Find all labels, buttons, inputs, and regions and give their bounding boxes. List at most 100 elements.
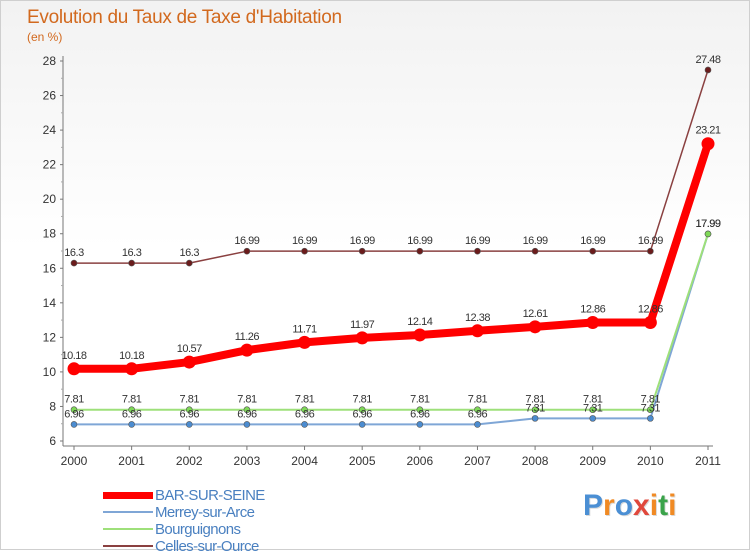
data-point bbox=[182, 355, 196, 369]
data-label: 12.61 bbox=[523, 308, 548, 320]
data-label: 7.81 bbox=[352, 394, 372, 406]
legend-label: Celles-sur-Ource bbox=[155, 538, 259, 555]
data-label: 17.99 bbox=[695, 218, 720, 230]
data-point bbox=[67, 362, 81, 376]
data-point bbox=[125, 362, 139, 376]
data-point bbox=[704, 230, 712, 238]
data-label: 12.86 bbox=[638, 304, 663, 316]
data-label: 6.96 bbox=[122, 408, 142, 420]
data-point bbox=[416, 406, 424, 414]
x-tick-label: 2006 bbox=[406, 454, 433, 468]
logo-letter: t bbox=[658, 489, 669, 522]
data-label: 23.21 bbox=[695, 125, 720, 137]
data-label: 6.96 bbox=[352, 408, 372, 420]
data-point bbox=[128, 259, 135, 267]
data-point bbox=[589, 415, 597, 422]
data-point bbox=[647, 406, 654, 414]
data-point bbox=[355, 331, 369, 345]
data-label: 7.81 bbox=[583, 394, 603, 406]
proxiti-logo: Proxiti bbox=[583, 489, 676, 523]
data-label: 16.3 bbox=[122, 247, 142, 259]
data-label: 10.18 bbox=[61, 350, 86, 362]
chart-unit-label: (en %) bbox=[27, 30, 63, 44]
logo-letter: r bbox=[603, 489, 615, 522]
data-label: 7.81 bbox=[295, 394, 315, 406]
data-point bbox=[185, 421, 193, 428]
y-tick-label: 16 bbox=[43, 261, 57, 275]
series-line bbox=[74, 233, 709, 411]
data-point bbox=[243, 406, 251, 414]
data-label: 7.81 bbox=[64, 394, 84, 406]
data-label: 6.96 bbox=[410, 408, 430, 420]
data-point bbox=[528, 320, 542, 334]
data-label: 16.99 bbox=[523, 235, 548, 247]
data-label: 10.18 bbox=[119, 350, 144, 362]
y-tick-label: 26 bbox=[43, 89, 57, 103]
series-line bbox=[74, 69, 709, 264]
data-label: 16.99 bbox=[407, 235, 432, 247]
series-bar-sur-seine bbox=[67, 137, 715, 376]
data-point bbox=[358, 406, 366, 414]
data-label: 16.99 bbox=[580, 235, 605, 247]
labels-bourguignons: 7.81 7.81 7.81 7.81 7.81 7.81 7.81 7.81 7.81 7.81… bbox=[64, 218, 721, 406]
data-label: 6.96 bbox=[468, 408, 488, 420]
logo-letter: i bbox=[668, 489, 677, 522]
chart-title: Evolution du Taux de Taxe d'Habitation bbox=[27, 7, 342, 28]
data-label: 12.86 bbox=[580, 304, 605, 316]
data-point bbox=[704, 66, 712, 74]
data-point bbox=[240, 343, 254, 357]
data-point bbox=[70, 421, 78, 428]
data-label: 7.81 bbox=[641, 394, 661, 406]
data-label: 7.81 bbox=[237, 394, 257, 406]
data-label: 7.81 bbox=[410, 394, 430, 406]
data-label: 16.99 bbox=[234, 235, 259, 247]
data-label: 6.96 bbox=[180, 408, 200, 420]
series-bourguignons bbox=[70, 230, 712, 414]
data-point bbox=[185, 259, 193, 267]
data-label: 16.3 bbox=[64, 247, 84, 259]
data-point bbox=[643, 316, 657, 330]
data-point bbox=[301, 247, 308, 255]
data-label: 11.97 bbox=[350, 319, 375, 331]
legend-label: Bourguignons bbox=[155, 521, 241, 538]
x-tick-label: 2007 bbox=[464, 454, 491, 468]
x-tick-label: 2005 bbox=[349, 454, 376, 468]
x-tick-label: 2009 bbox=[579, 454, 606, 468]
y-tick-label: 18 bbox=[43, 227, 57, 241]
legend-swatch bbox=[103, 545, 153, 547]
data-label: 17.99 bbox=[695, 218, 720, 230]
data-point bbox=[586, 316, 600, 330]
x-tick-label: 2008 bbox=[522, 454, 549, 468]
data-point bbox=[470, 324, 484, 338]
data-label: 7.31 bbox=[525, 402, 545, 414]
data-point bbox=[474, 247, 481, 255]
data-point bbox=[301, 406, 308, 414]
data-point bbox=[70, 406, 78, 414]
data-point bbox=[531, 247, 539, 255]
y-tick-label: 12 bbox=[43, 330, 57, 344]
data-label: 16.99 bbox=[292, 235, 317, 247]
y-tick-label: 20 bbox=[43, 192, 57, 206]
x-tick-label: 2011 bbox=[695, 454, 721, 468]
data-point bbox=[70, 259, 78, 267]
data-label: 16.99 bbox=[638, 235, 663, 247]
series-celles-sur-ource bbox=[70, 66, 712, 267]
x-tick-label: 2010 bbox=[637, 454, 664, 468]
data-label: 12.38 bbox=[465, 312, 490, 324]
data-label: 6.96 bbox=[64, 408, 84, 420]
data-point bbox=[358, 247, 366, 255]
data-point bbox=[243, 421, 251, 428]
data-point bbox=[416, 421, 424, 428]
x-tick-label: 2000 bbox=[61, 454, 88, 468]
logo-letter: P bbox=[583, 489, 604, 522]
x-tick-label: 2002 bbox=[176, 454, 203, 468]
legend-swatch bbox=[103, 528, 153, 530]
data-label: 16.99 bbox=[350, 235, 375, 247]
legend-swatch bbox=[103, 491, 153, 499]
data-point bbox=[531, 415, 539, 422]
y-tick-label: 24 bbox=[43, 123, 57, 137]
labels-merrey-sur-arce: 6.96 6.96 6.96 6.96 6.96 6.96 6.96 6.96 7.31 7.31… bbox=[64, 218, 721, 421]
legend-label: BAR-SUR-SEINE bbox=[155, 487, 265, 504]
data-point bbox=[589, 247, 597, 255]
